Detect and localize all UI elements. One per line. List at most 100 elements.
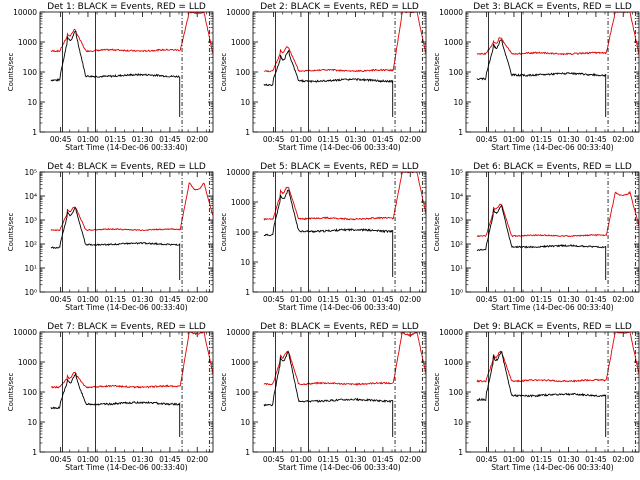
chart-panel-6: 10⁰ 10¹ 10² 10³ 10⁴ 10⁵ 00:45 01:00 01:15 01:30 01… — [433, 162, 640, 312]
plot-frame — [39, 11, 214, 133]
x-tick-label: 01:45 — [372, 295, 394, 304]
x-tick-label: 01:45 — [159, 295, 181, 304]
y-tick-label: 10⁴ — [24, 192, 37, 201]
red-lld-series-line — [50, 12, 213, 53]
x-tick-label: 01:00 — [503, 455, 525, 464]
x-tick-label: 01:30 — [132, 455, 154, 464]
x-tick-label: 00:45 — [476, 455, 498, 464]
red-lld-series-line — [50, 182, 213, 232]
chart-panel-3: 1 10 100 1000 10000 00:45 01:00 01:15 01:30 01:45… — [433, 2, 640, 152]
curve-group — [50, 332, 213, 437]
x-tick-label: 01:15 — [317, 295, 339, 304]
y-tick-label: 100 — [236, 388, 251, 397]
y-tick-label: 10000 — [226, 8, 250, 17]
x-tick-label: 01:00 — [77, 455, 99, 464]
y-tick-label: 1000 — [231, 198, 250, 207]
chart-title: Det 4: BLACK = Events, RED = LLD — [47, 162, 206, 172]
y-axis-label: Counts/sec — [220, 373, 228, 412]
x-axis-label: Start Time (14-Dec-06 00:33:40) — [491, 143, 613, 152]
x-tick-label: 01:15 — [530, 295, 552, 304]
y-tick-label: 10000 — [439, 8, 463, 17]
y-tick-label: 1000 — [231, 358, 250, 367]
y-tick-label: 10⁰ — [24, 288, 37, 297]
y-tick-label: 10 — [27, 418, 37, 427]
x-tick-label: 02:00 — [186, 455, 208, 464]
x-tick-label: 01:30 — [132, 135, 154, 144]
black-events-series-line — [476, 204, 607, 280]
y-tick-label: 100 — [449, 68, 464, 77]
y-axis-label: Counts/sec — [433, 53, 441, 92]
x-tick-label: 01:15 — [317, 135, 339, 144]
x-axis-label: Start Time (14-Dec-06 00:33:40) — [278, 303, 400, 312]
y-tick-label: 10 — [27, 98, 37, 107]
x-tick-label: 01:00 — [290, 455, 312, 464]
plot-frame — [252, 331, 427, 453]
black-events-series-line — [50, 206, 181, 280]
x-tick-label: 02:00 — [399, 295, 421, 304]
y-axis-label: Counts/sec — [220, 213, 228, 252]
x-tick-label: 02:00 — [399, 135, 421, 144]
x-tick-label: 01:00 — [503, 295, 525, 304]
red-lld-series-line — [476, 12, 639, 56]
x-tick-label: 01:00 — [503, 135, 525, 144]
x-tick-label: 01:15 — [104, 295, 126, 304]
y-tick-label: 100 — [236, 228, 251, 237]
y-tick-label: 1 — [32, 448, 37, 457]
y-axis-label: Counts/sec — [433, 213, 441, 252]
x-tick-label: 01:15 — [530, 135, 552, 144]
curve-group — [263, 12, 426, 117]
y-tick-label: 10⁵ — [450, 168, 463, 177]
x-tick-label: 01:45 — [585, 455, 607, 464]
y-tick-label: 10000 — [226, 328, 250, 337]
x-tick-label: 00:45 — [50, 455, 72, 464]
y-axis-label: Counts/sec — [433, 373, 441, 412]
red-lld-series-line — [263, 12, 426, 73]
chart-title: Det 8: BLACK = Events, RED = LLD — [260, 322, 419, 332]
black-events-series-line — [263, 350, 394, 437]
x-tick-label: 00:45 — [476, 135, 498, 144]
plot-frame — [39, 171, 214, 293]
black-events-series-line — [50, 373, 181, 437]
chart-title: Det 3: BLACK = Events, RED = LLD — [473, 2, 632, 12]
y-tick-label: 100 — [449, 388, 464, 397]
chart-panel-1: 1 10 100 1000 10000 00:45 01:00 01:15 01:30 01:45… — [7, 2, 214, 152]
y-tick-label: 10³ — [450, 216, 463, 225]
x-tick-label: 01:30 — [132, 295, 154, 304]
chart-panel-5: 1 10 100 1000 10000 00:45 01:00 01:15 01:30 01:45… — [220, 162, 427, 312]
chart-title: Det 5: BLACK = Events, RED = LLD — [260, 162, 419, 172]
y-tick-label: 100 — [23, 68, 38, 77]
y-tick-label: 10² — [24, 240, 37, 249]
x-tick-label: 02:00 — [186, 135, 208, 144]
y-tick-label: 1 — [458, 128, 463, 137]
y-tick-label: 1000 — [231, 38, 250, 47]
x-axis-label: Start Time (14-Dec-06 00:33:40) — [491, 463, 613, 472]
red-lld-series-line — [263, 172, 426, 221]
x-tick-label: 00:45 — [476, 295, 498, 304]
y-tick-label: 100 — [23, 388, 38, 397]
x-tick-label: 01:15 — [530, 455, 552, 464]
black-events-series-line — [476, 39, 607, 117]
y-tick-label: 10⁵ — [24, 168, 37, 177]
y-tick-label: 10 — [453, 98, 463, 107]
x-tick-label: 00:45 — [50, 295, 72, 304]
x-tick-label: 01:45 — [585, 135, 607, 144]
curve-group — [50, 12, 213, 117]
x-tick-label: 00:45 — [263, 295, 285, 304]
x-tick-label: 01:30 — [345, 455, 367, 464]
x-tick-label: 01:45 — [372, 135, 394, 144]
plot-frame — [252, 171, 427, 293]
x-tick-label: 00:45 — [50, 135, 72, 144]
x-tick-label: 01:00 — [77, 295, 99, 304]
chart-panel-8: 1 10 100 1000 10000 00:45 01:00 01:15 01:30 01:45… — [220, 322, 427, 472]
y-tick-label: 1 — [32, 128, 37, 137]
curve-group — [263, 172, 426, 277]
y-tick-label: 10 — [240, 258, 250, 267]
y-tick-label: 10 — [240, 418, 250, 427]
x-axis-label: Start Time (14-Dec-06 00:33:40) — [491, 303, 613, 312]
y-tick-label: 100 — [236, 68, 251, 77]
y-tick-label: 1 — [245, 288, 250, 297]
y-tick-label: 1000 — [18, 38, 37, 47]
chart-title: Det 9: BLACK = Events, RED = LLD — [473, 322, 632, 332]
plot-frame — [465, 331, 640, 453]
x-tick-label: 02:00 — [186, 295, 208, 304]
